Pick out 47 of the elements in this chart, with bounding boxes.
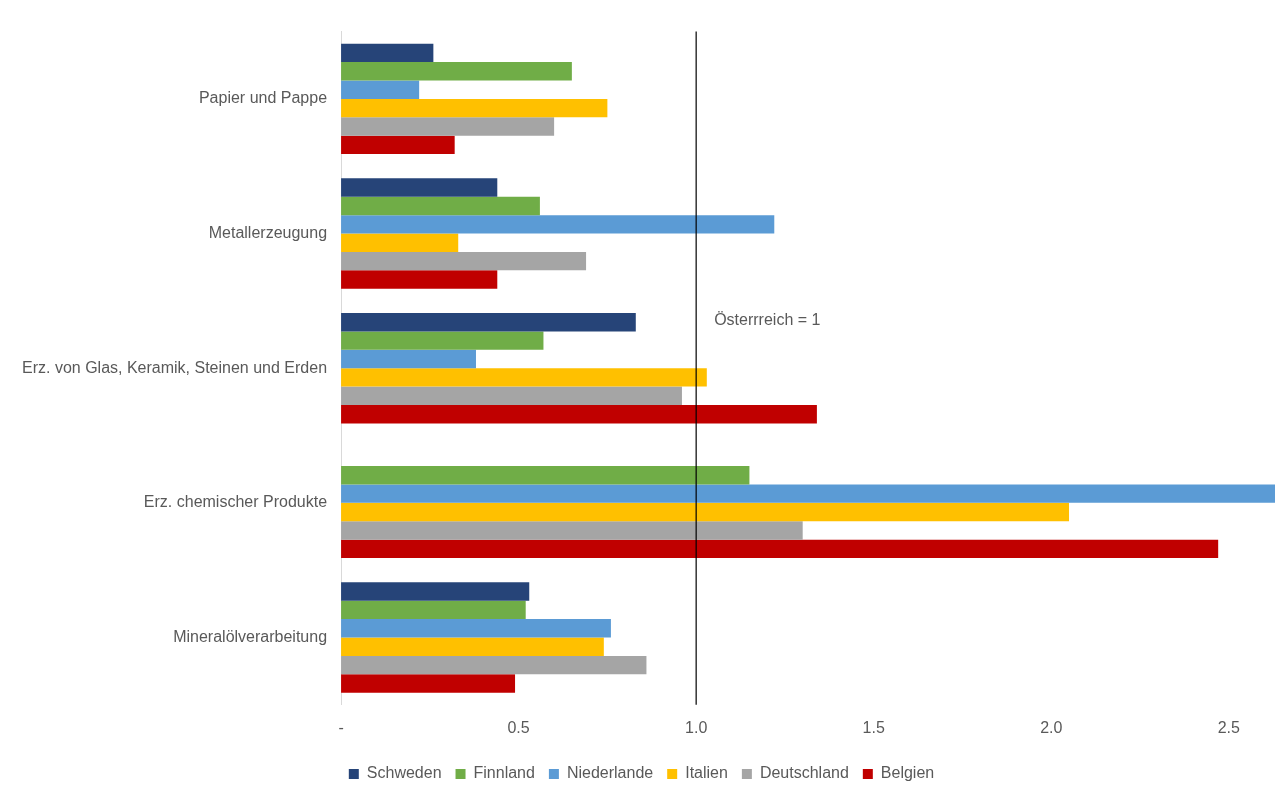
bar: [341, 637, 604, 656]
bar: [341, 196, 540, 216]
bar: [341, 502, 1070, 522]
bar: [341, 98, 608, 118]
bar: [341, 43, 434, 63]
x-tick-label: 1.0: [685, 718, 708, 736]
legend-label: Deutschland: [759, 764, 849, 782]
legend-label: Niederlande: [566, 764, 654, 782]
x-tick-label: -: [338, 718, 344, 736]
y-tick-label: Mineralölverarbeitung: [173, 627, 328, 645]
x-tick-label: 0.5: [507, 718, 530, 736]
x-tick-label: 2.0: [1040, 718, 1063, 736]
bar: [341, 215, 775, 234]
y-tick-label: Erz. chemischer Produkte: [143, 493, 328, 511]
bar: [341, 80, 420, 99]
bar: [341, 619, 611, 638]
x-tick-label: 2.5: [1217, 718, 1241, 736]
legend-label: Belgien: [880, 764, 935, 782]
bar: [341, 466, 750, 485]
legend-label: Finnland: [473, 764, 535, 782]
bar: [341, 655, 647, 675]
bar: [341, 539, 1219, 559]
bar: [341, 600, 526, 620]
legend-label: Italien: [685, 764, 728, 782]
bar: [341, 313, 636, 332]
bar: [341, 251, 587, 271]
bar: [341, 135, 455, 155]
bar: [341, 117, 555, 136]
bar: [341, 331, 544, 350]
bar: [341, 386, 682, 405]
bar: [341, 582, 530, 601]
bar: [341, 674, 516, 693]
bar: [341, 62, 572, 81]
bar: [341, 368, 707, 387]
y-tick-label: Papier und Pappe: [198, 89, 328, 107]
bar: [341, 521, 803, 540]
ref-line-label: Österrreich = 1: [714, 311, 821, 329]
y-tick-label: Metallerzeugung: [208, 223, 328, 241]
bar: [341, 484, 1275, 503]
legend-label: Schweden: [366, 764, 442, 782]
bar: [341, 349, 476, 369]
bar: [341, 233, 459, 252]
x-tick-label: 1.5: [862, 718, 885, 736]
bar: [341, 270, 498, 289]
bar: [341, 178, 498, 197]
y-tick-label: Erz. von Glas, Keramik, Steinen und Erden: [21, 358, 328, 376]
bar: [341, 405, 817, 424]
